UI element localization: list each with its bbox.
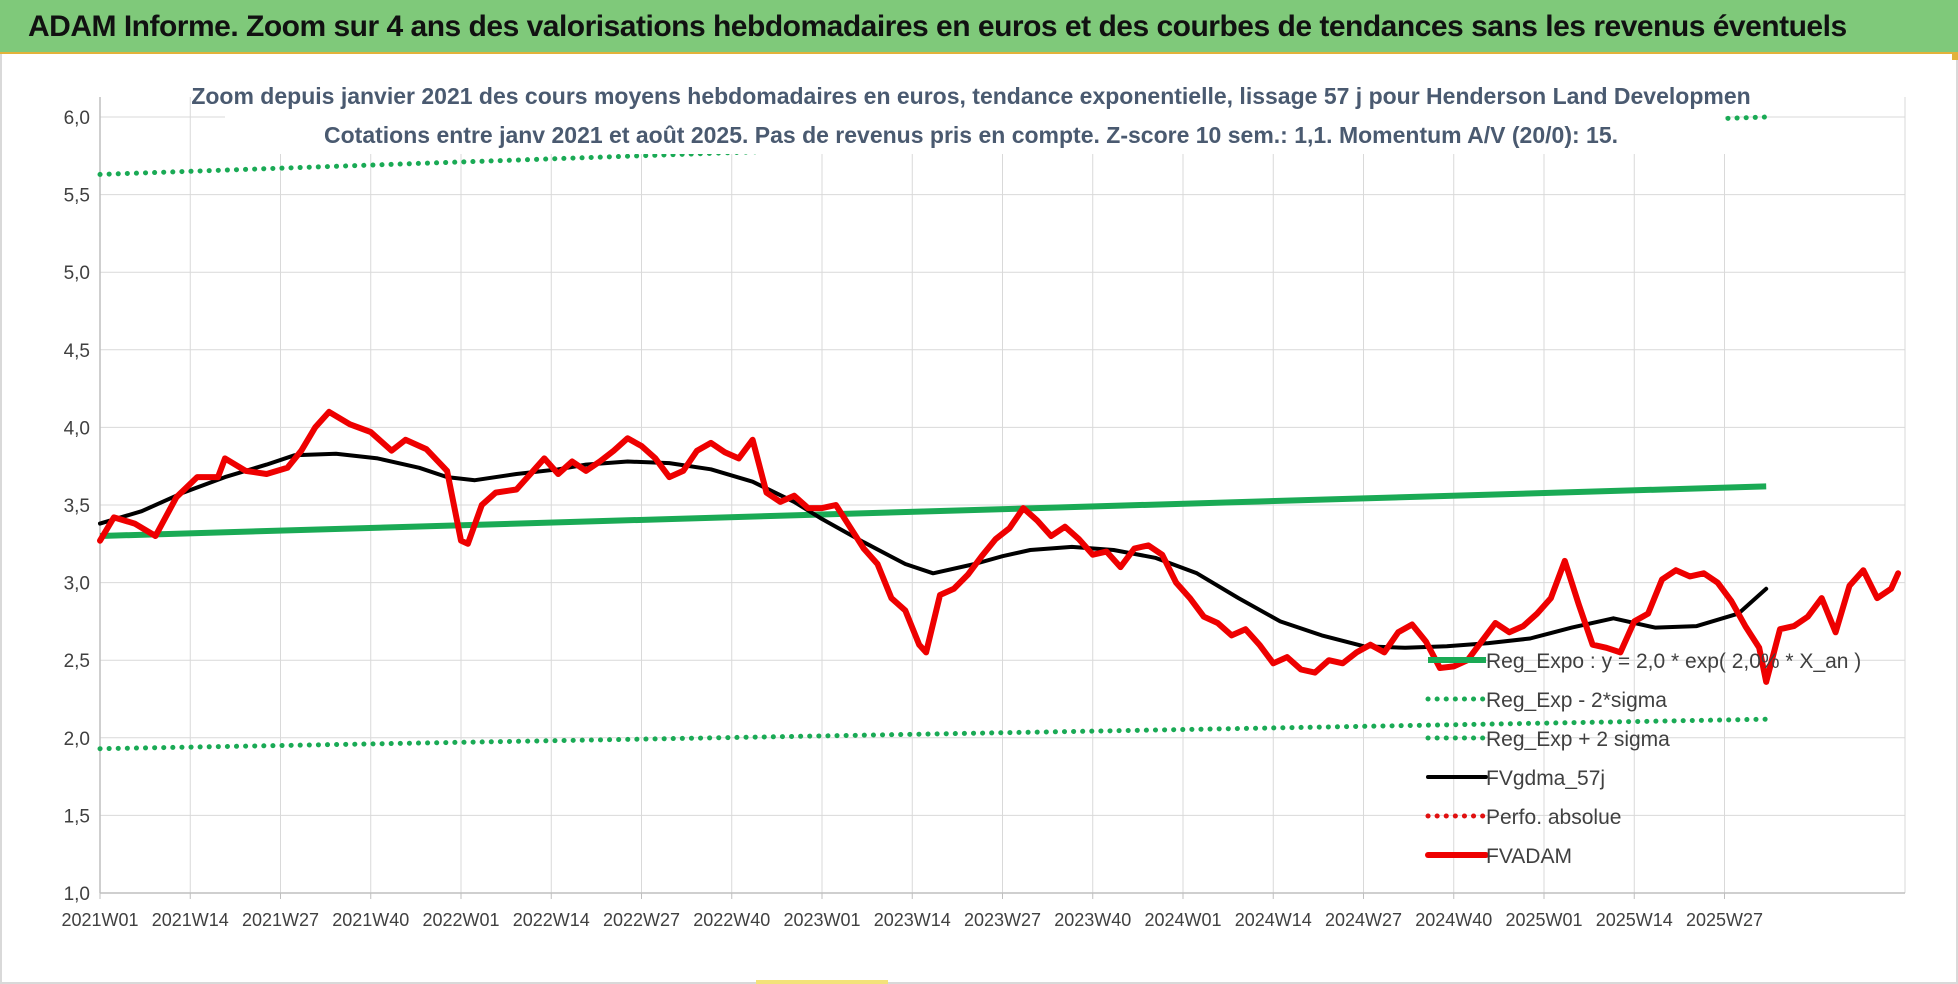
x-tick-label: 2023W40	[1054, 910, 1131, 930]
chart-title: Zoom depuis janvier 2021 des cours moyen…	[191, 83, 1750, 109]
legend-label: Reg_Exp - 2*sigma	[1486, 689, 1667, 712]
x-tick-label: 2024W40	[1415, 910, 1492, 930]
x-tick-label: 2025W27	[1686, 910, 1763, 930]
series-line-fvadam	[97, 408, 1902, 685]
legend-label: FVgdma_57j	[1486, 767, 1605, 790]
corner-decoration	[1952, 54, 1958, 60]
bottom-decoration	[756, 980, 888, 984]
x-tick-label: 2025W01	[1505, 910, 1582, 930]
y-tick-label: 2,5	[64, 651, 90, 672]
y-tick-label: 4,0	[64, 418, 90, 439]
y-tick-label: 1,0	[64, 884, 90, 905]
x-tick-label: 2022W14	[513, 910, 590, 930]
x-tick-label: 2024W01	[1144, 910, 1221, 930]
x-tick-label: 2021W27	[242, 910, 319, 930]
y-tick-label: 4,5	[64, 341, 90, 362]
series-lines	[97, 114, 1902, 752]
chart-titles: Zoom depuis janvier 2021 des cours moyen…	[191, 78, 1751, 154]
x-tick-label: 2021W40	[332, 910, 409, 930]
y-tick-label: 5,5	[64, 186, 90, 207]
legend-label: Reg_Expo : y = 2,0 * exp( 2,0% * X_an )	[1486, 650, 1861, 673]
y-tick-label: 6,0	[64, 108, 90, 129]
x-tick-label: 2023W14	[874, 910, 951, 930]
y-tick-label: 2,0	[64, 729, 90, 750]
y-tick-label: 1,5	[64, 806, 90, 827]
banner: ADAM Informe. Zoom sur 4 ans des valoris…	[0, 0, 1958, 54]
chart-subtitle: Cotations entre janv 2021 et août 2025. …	[324, 122, 1618, 148]
legend-label: FVADAM	[1486, 845, 1572, 868]
y-tick-label: 5,0	[64, 263, 90, 284]
x-tick-label: 2023W01	[783, 910, 860, 930]
y-axis: 1,0 1,5 2,0 2,5 3,0 3,5 4,0 4,5 5,0 5,5 6,0	[64, 97, 101, 905]
banner-title: ADAM Informe. Zoom sur 4 ans des valoris…	[28, 10, 1847, 43]
legend: Reg_Expo : y = 2,0 * exp( 2,0% * X_an ) R…	[1425, 650, 1861, 868]
x-tick-label: 2024W27	[1325, 910, 1402, 930]
series-line-reg-expo-y-2-0-exp-2-0-x-an	[99, 483, 1767, 539]
y-tick-label: 3,5	[64, 496, 90, 517]
x-tick-label: 2022W27	[603, 910, 680, 930]
legend-label: Perfo. absolue	[1486, 806, 1621, 829]
x-tick-label: 2025W14	[1596, 910, 1673, 930]
x-tick-label: 2021W01	[61, 910, 138, 930]
y-tick-label: 3,0	[64, 574, 90, 595]
x-tick-label: 2022W40	[693, 910, 770, 930]
title-backdrop	[225, 78, 1725, 154]
x-tick-label: 2022W01	[422, 910, 499, 930]
x-axis: 2021W01 2021W14 2021W27 2021W40 2022W01 2022W…	[61, 892, 1905, 930]
x-tick-label: 2024W14	[1235, 910, 1312, 930]
x-tick-label: 2023W27	[964, 910, 1041, 930]
legend-label: Reg_Exp + 2 sigma	[1486, 728, 1670, 751]
grid	[99, 97, 1906, 894]
x-tick-label: 2021W14	[152, 910, 229, 930]
